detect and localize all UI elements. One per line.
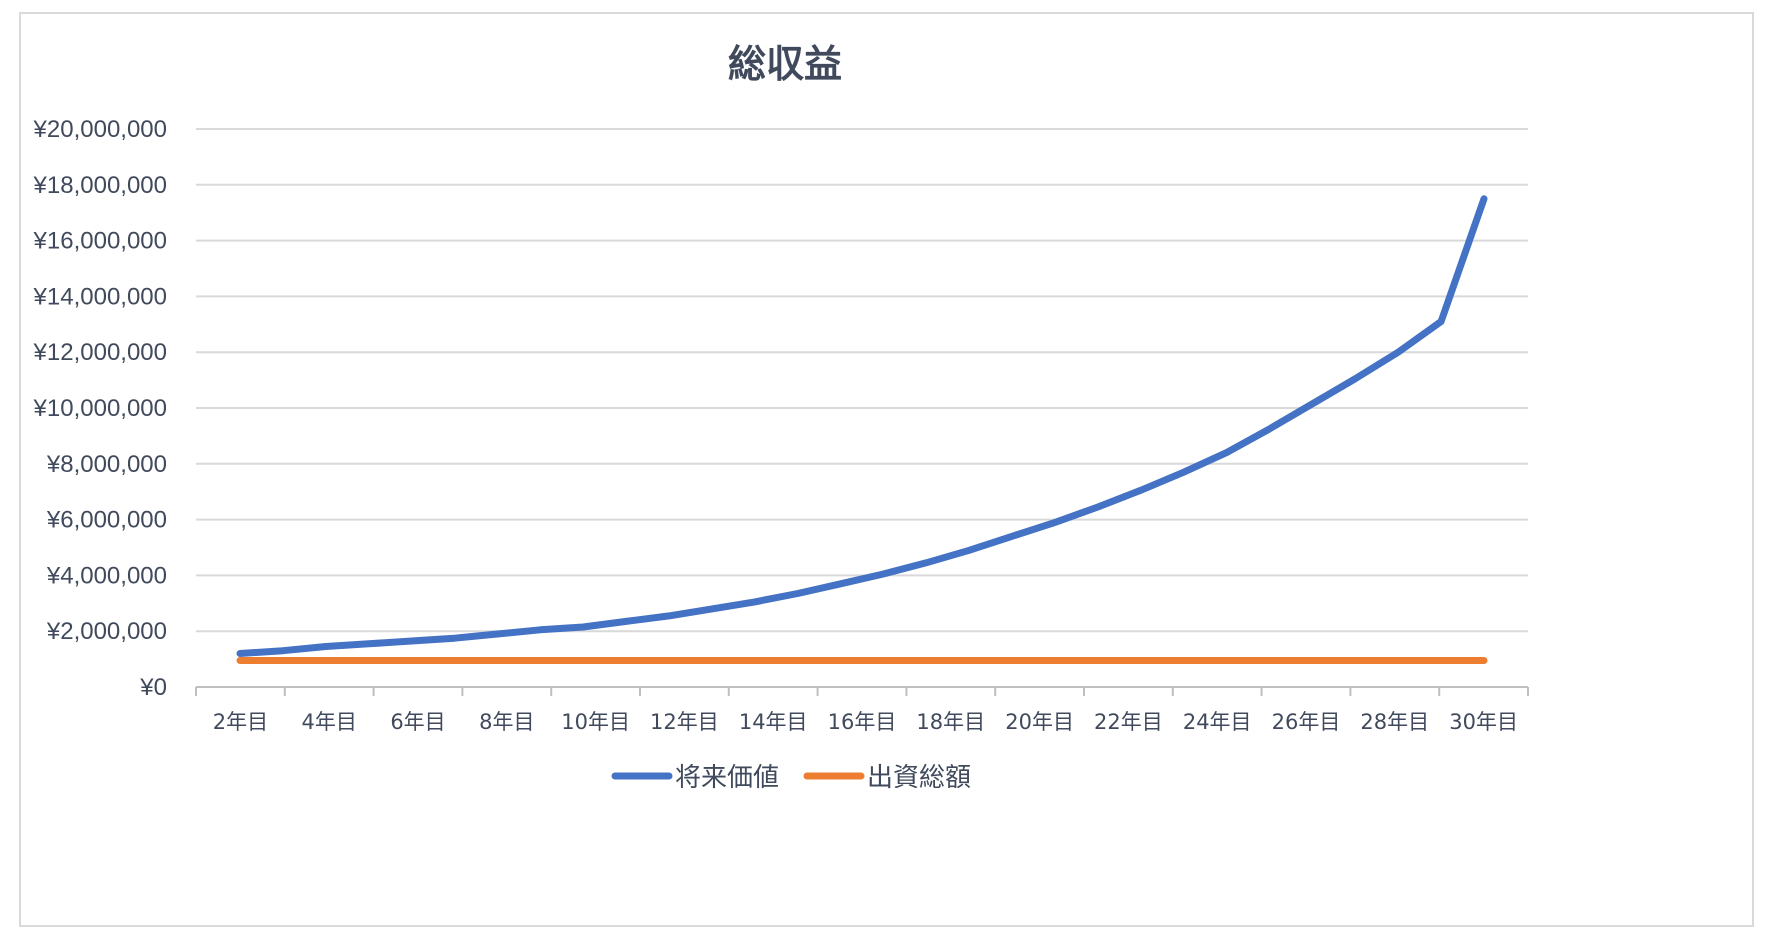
y-tick-label: ¥16,000,000 [33, 228, 167, 255]
series-line-1 [236, 195, 1488, 657]
x-tick-label: 6年目 [390, 710, 445, 734]
y-tick-label: ¥10,000,000 [33, 395, 167, 422]
x-tick-label: 26年目 [1272, 710, 1341, 734]
x-tick-label: 14年目 [739, 710, 808, 734]
chart-area: 総収益 ¥0 ¥2,000,000 ¥4,000,000 ¥6,000,000 ¥8,00… [19, 12, 1754, 927]
x-tick-label: 4年目 [302, 710, 357, 734]
x-tick-label: 22年目 [1094, 710, 1163, 734]
x-tick-label: 20年目 [1005, 710, 1074, 734]
y-tick-label: ¥2,000,000 [46, 618, 167, 645]
x-tick-label: 18年目 [916, 710, 985, 734]
x-tick-label: 2年目 [213, 710, 268, 734]
x-tick-label: 30年目 [1449, 710, 1518, 734]
x-tick-label: 28年目 [1360, 710, 1429, 734]
x-tick-label: 24年目 [1183, 710, 1252, 734]
legend-label-2: 出資総額 [867, 763, 971, 793]
chart-title: 総収益 [728, 42, 842, 86]
x-tick-label: 8年目 [479, 710, 534, 734]
y-tick-label: ¥0 [139, 674, 167, 701]
y-tick-label: ¥6,000,000 [46, 507, 167, 534]
y-tick-label: ¥20,000,000 [33, 116, 167, 143]
y-tick-label: ¥18,000,000 [33, 172, 167, 199]
legend-label-1: 将来価値 [675, 763, 779, 793]
y-tick-label: ¥14,000,000 [33, 283, 167, 310]
x-tick-label: 16年目 [828, 710, 897, 734]
x-tick-label: 10年目 [561, 710, 630, 734]
y-tick-label: ¥12,000,000 [33, 339, 167, 366]
y-tick-label: ¥4,000,000 [46, 562, 167, 589]
x-tick-label: 12年目 [650, 710, 719, 734]
y-tick-label: ¥8,000,000 [46, 451, 167, 478]
chart-svg: 総収益 ¥0 ¥2,000,000 ¥4,000,000 ¥6,000,000 ¥8,00… [33, 42, 1529, 793]
